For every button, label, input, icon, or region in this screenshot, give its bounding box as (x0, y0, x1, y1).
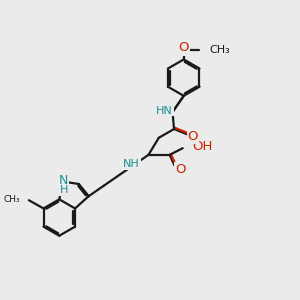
Text: CH₃: CH₃ (4, 195, 21, 204)
Text: CH₃: CH₃ (209, 45, 230, 55)
Text: O: O (175, 163, 185, 176)
Text: NH: NH (123, 159, 140, 169)
Text: N: N (58, 174, 68, 187)
Text: HN: HN (156, 106, 173, 116)
Text: O: O (178, 41, 189, 55)
Text: H: H (60, 185, 68, 195)
Text: O: O (188, 130, 198, 143)
Text: OH: OH (192, 140, 212, 153)
